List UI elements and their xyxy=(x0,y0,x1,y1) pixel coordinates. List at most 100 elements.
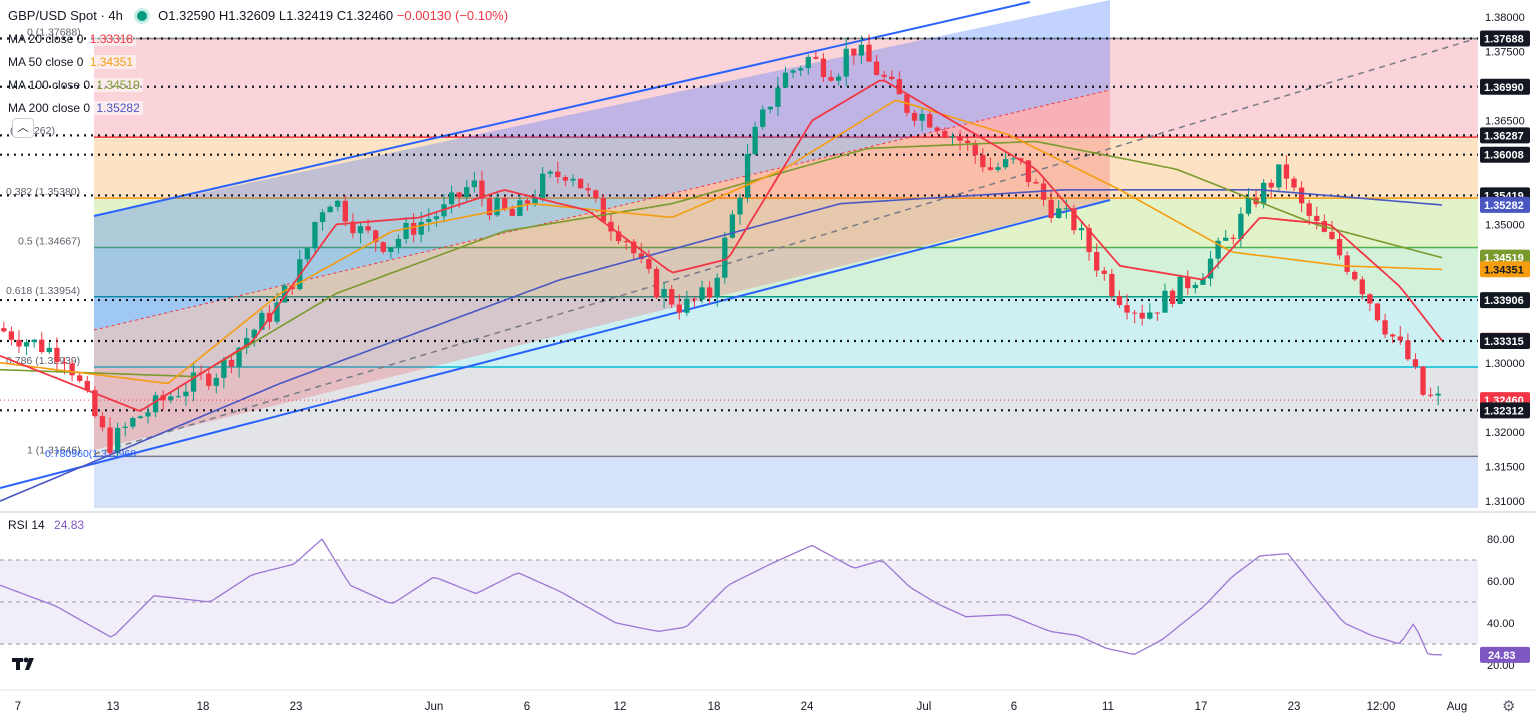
price-badge-label: 1.33906 xyxy=(1484,295,1524,307)
candle-body xyxy=(1390,334,1396,337)
candle-body xyxy=(1435,393,1441,396)
collapse-legend-button[interactable]: ︿ xyxy=(12,118,34,138)
price-badge xyxy=(1480,146,1530,163)
price-badge xyxy=(1480,292,1530,309)
price-badge-label: 1.37688 xyxy=(1484,33,1524,45)
ma100-legend[interactable]: MA 100 close 0 1.34519 xyxy=(8,78,143,92)
ohlc-low: L1.32419 xyxy=(278,8,334,23)
candle-body xyxy=(61,362,68,364)
candle-body xyxy=(84,380,90,391)
candle-body xyxy=(1314,215,1320,222)
candle-body xyxy=(1086,228,1092,253)
candle-body xyxy=(691,298,698,300)
ma100-legend-label: MA 100 close 0 xyxy=(8,78,91,92)
candle-body xyxy=(494,198,500,216)
candle-body xyxy=(206,373,212,386)
candle-body xyxy=(623,241,629,243)
candle-body xyxy=(1283,164,1290,179)
time-axis-label: 13 xyxy=(107,701,120,713)
candle-body xyxy=(965,140,971,143)
ohlc-close: C1.32460 xyxy=(336,8,394,23)
ma200-legend[interactable]: MA 200 close 0 1.35282 xyxy=(8,101,143,115)
candle-body xyxy=(911,112,918,121)
candle-body xyxy=(669,289,675,305)
candle-body xyxy=(684,298,690,313)
candle-body xyxy=(99,416,106,428)
ma20-legend[interactable]: MA 20 close 0 1.33318 xyxy=(8,32,137,46)
candle-body xyxy=(820,58,827,78)
candle-body xyxy=(1101,270,1107,274)
tradingview-logo-icon[interactable] xyxy=(12,656,38,674)
ma20-legend-value: 1.33318 xyxy=(86,32,137,46)
candle-body xyxy=(813,56,819,59)
time-axis-label: 18 xyxy=(708,701,721,713)
candle-body xyxy=(77,375,83,381)
candle-body xyxy=(1116,296,1123,306)
price-badge-label: 1.36990 xyxy=(1484,82,1524,94)
candle-body xyxy=(23,342,30,347)
ma50-legend-label: MA 50 close 0 xyxy=(8,55,84,69)
candle-body xyxy=(1071,208,1077,231)
candle-body xyxy=(281,285,288,303)
ma50-legend[interactable]: MA 50 close 0 1.34351 xyxy=(8,55,137,69)
symbol-title[interactable]: GBP/USD Spot · 4h xyxy=(8,8,123,23)
candle-body xyxy=(1063,208,1069,210)
candle-body xyxy=(775,87,781,107)
trend-dashed-line xyxy=(93,37,1479,455)
candle-body xyxy=(555,171,561,178)
candle-body xyxy=(1215,240,1221,259)
candle-body xyxy=(1427,394,1434,396)
time-axis-label: Jul xyxy=(917,701,932,713)
candle-body xyxy=(130,418,136,427)
candle-body xyxy=(152,395,159,413)
candle-body xyxy=(782,72,789,88)
candle-body xyxy=(972,142,978,156)
candle-body xyxy=(31,339,37,343)
price-badge-label: 1.36008 xyxy=(1484,150,1524,162)
candle-body xyxy=(259,312,265,330)
channel-lower-fill xyxy=(94,90,1110,450)
candle-body xyxy=(1192,284,1198,289)
candle-body xyxy=(1352,271,1358,280)
ma200-legend-label: MA 200 close 0 xyxy=(8,101,91,115)
candle-body xyxy=(843,48,849,77)
candle-body xyxy=(1223,237,1229,241)
ma200-legend-value: 1.35282 xyxy=(93,101,143,115)
rsi-value-badge xyxy=(1480,646,1530,663)
rsi-value-badge-label: 24.83 xyxy=(1488,650,1516,662)
candle-body xyxy=(570,178,576,181)
candle-body xyxy=(92,390,98,417)
candle-body xyxy=(350,221,356,234)
fib-label: 0.786 (1.32939) xyxy=(6,355,80,367)
candle-body xyxy=(213,377,219,386)
fib-label: 0.5 (1.34667) xyxy=(18,235,80,247)
candle-body xyxy=(1367,294,1373,304)
candle-body xyxy=(1405,340,1411,360)
candle-body xyxy=(524,200,531,204)
time-axis-label: Aug xyxy=(1447,701,1467,713)
rsi-legend[interactable]: RSI 14 24.83 xyxy=(8,518,84,532)
candle-body xyxy=(638,253,644,259)
candle-body xyxy=(881,74,887,77)
price-axis-bg xyxy=(1480,0,1536,719)
time-axis-label: 12:00 xyxy=(1367,701,1396,713)
candle-body xyxy=(805,56,811,69)
candle-body xyxy=(403,222,409,239)
time-axis-label: 12 xyxy=(614,701,627,713)
candle-body xyxy=(251,329,257,338)
settings-gear-icon[interactable]: ⚙ xyxy=(1502,698,1516,715)
price-badge-label: 1.36287 xyxy=(1484,130,1524,142)
candle-body xyxy=(1109,273,1115,297)
candle-body xyxy=(54,347,60,363)
time-axis-label: 7 xyxy=(15,701,21,713)
candle-body xyxy=(798,68,804,71)
candle-body xyxy=(539,173,546,198)
price-axis-tick: 1.30000 xyxy=(1485,358,1525,370)
candle-body xyxy=(1139,312,1145,319)
candle-body xyxy=(114,427,121,454)
ma100-legend-value: 1.34519 xyxy=(93,78,143,92)
candle-body xyxy=(410,222,417,235)
candle-body xyxy=(828,77,834,81)
